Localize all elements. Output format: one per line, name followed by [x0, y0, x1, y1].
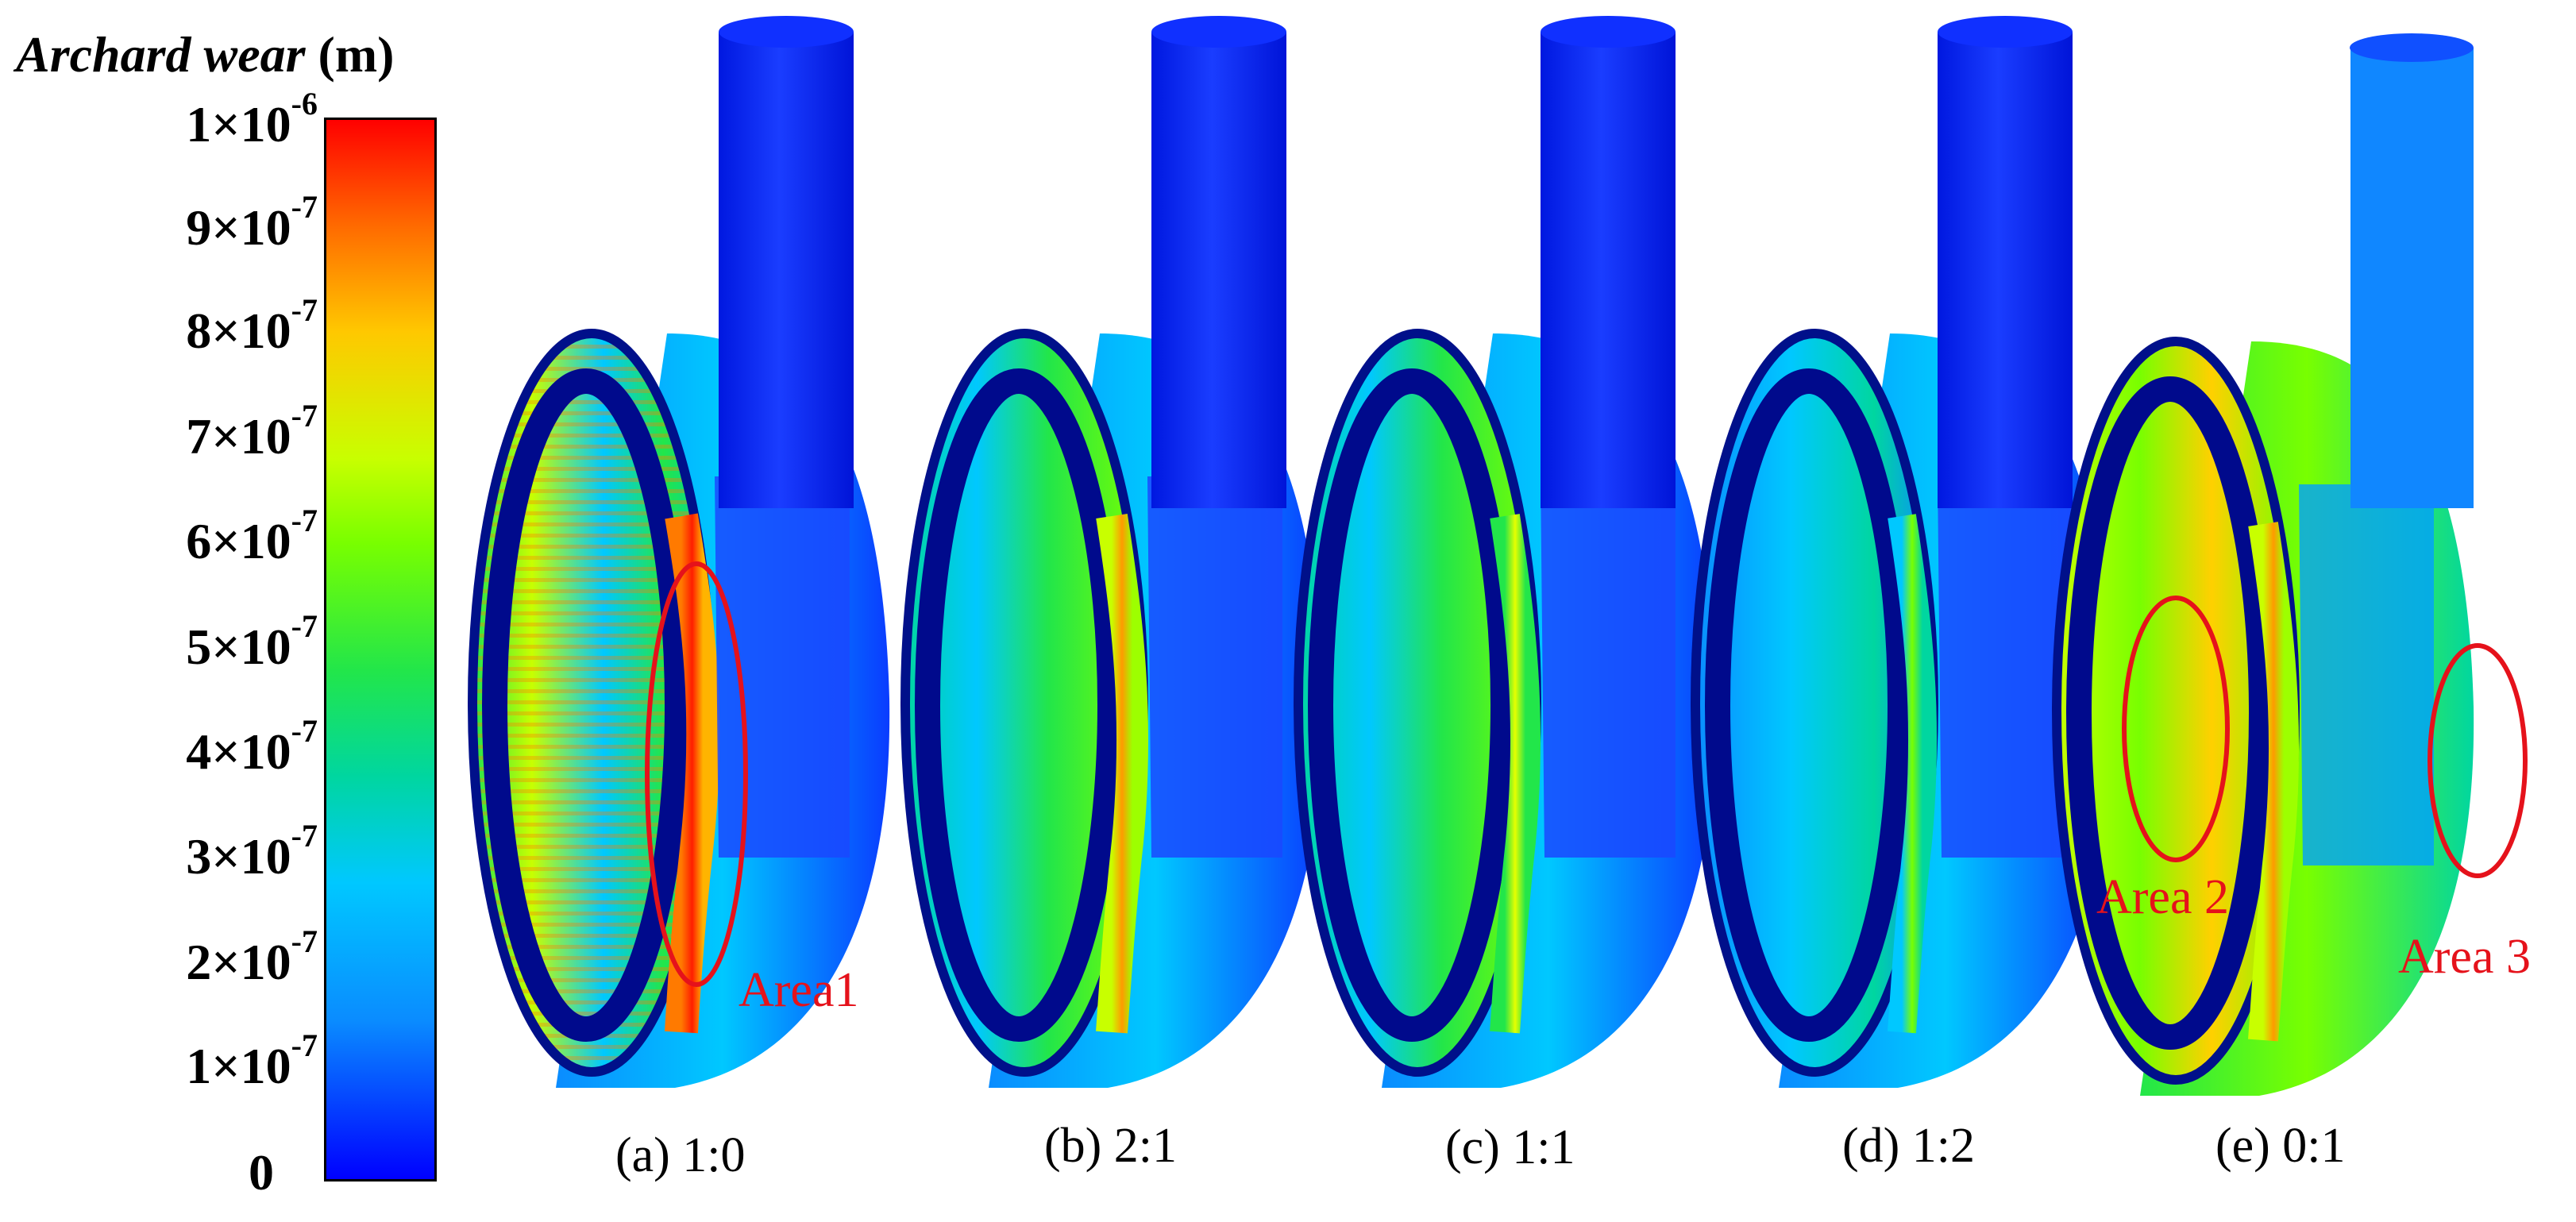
legend-tick-2e-7: 2×10-7: [186, 923, 318, 991]
area-2-marker: [2122, 596, 2230, 862]
panel-a-volute: [468, 16, 890, 1088]
panel-c-caption: (c) 1:1: [1445, 1120, 1575, 1174]
legend-color-bar: [324, 118, 437, 1182]
legend-title-quantity: Archard wear: [16, 26, 306, 83]
legend-tick-6e-7: 6×10-7: [186, 503, 318, 570]
panel-d-caption: (d) 1:2: [1842, 1119, 1976, 1173]
panel-c-volute: [1294, 16, 1716, 1088]
area-3-marker: [2428, 643, 2528, 878]
panel-d-volute: [1691, 16, 2113, 1088]
legend-tick-7e-7: 7×10-7: [186, 398, 318, 465]
legend-title: Archard wear (m): [16, 25, 394, 84]
panel-b-volute: [900, 16, 1323, 1088]
area-1-marker: [645, 561, 748, 987]
legend-title-unit: (m): [305, 26, 395, 83]
area-2-label: Area 2: [2096, 870, 2229, 924]
legend-tick-1e-6: 1×10-6: [186, 86, 318, 153]
area-1-label: Area1: [738, 963, 859, 1017]
panel-e-volute: [2052, 33, 2474, 1096]
area-3-label: Area 3: [2398, 930, 2531, 984]
legend-tick-9e-7: 9×10-7: [186, 189, 318, 256]
panel-a-caption: (a) 1:0: [615, 1128, 746, 1182]
legend-tick-3e-7: 3×10-7: [186, 818, 318, 885]
legend-tick-8e-7: 8×10-7: [186, 292, 318, 360]
panel-b-caption: (b) 2:1: [1044, 1119, 1178, 1173]
legend-tick-0: 0: [249, 1144, 274, 1201]
legend-tick-4e-7: 4×10-7: [186, 713, 318, 781]
legend-tick-1e-7: 1×10-7: [186, 1027, 318, 1095]
legend-tick-5e-7: 5×10-7: [186, 608, 318, 676]
panel-e-caption: (e) 0:1: [2215, 1119, 2346, 1173]
